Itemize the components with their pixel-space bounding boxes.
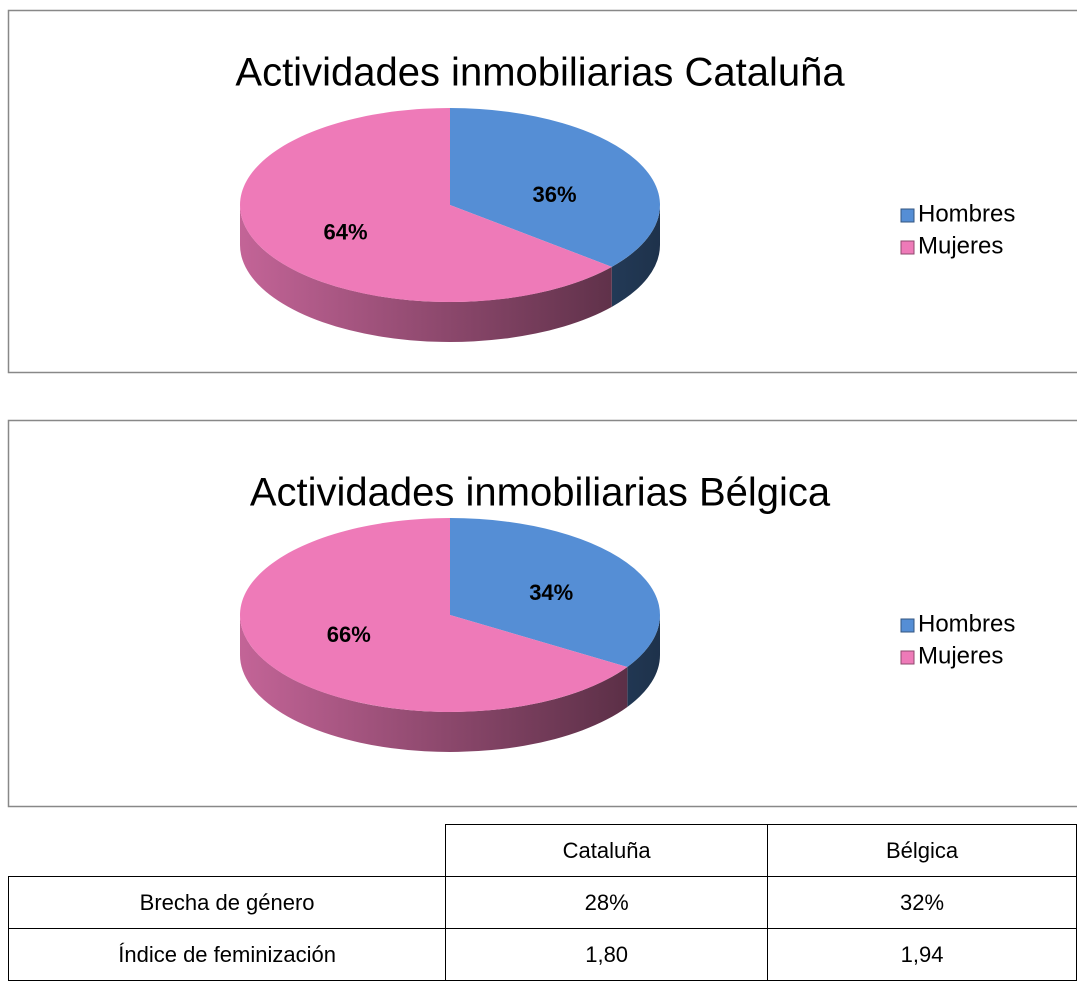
row-label: Brecha de género: [7, 876, 447, 929]
header-cell: Bélgica: [767, 824, 1077, 877]
slice-side: [240, 615, 628, 752]
legend-marker: [900, 618, 915, 633]
legend-marker: [900, 240, 915, 255]
slice: [240, 108, 612, 302]
data-label: 66%: [327, 622, 371, 647]
cell: 1,94: [767, 928, 1077, 981]
table-header: Cataluña Bélgica: [8, 824, 1077, 877]
slice: [239, 518, 628, 712]
legend-label: Hombres: [918, 610, 1015, 637]
table-row: Brecha de género 28% 32%: [7, 876, 1077, 929]
slice-side: [627, 615, 660, 707]
header-cell: Cataluña: [445, 824, 769, 877]
table-row: Índice de feminización 1,80 1,94: [7, 928, 1077, 981]
slice-side: [611, 205, 660, 307]
cell: 32%: [767, 876, 1077, 929]
data-label: 36%: [532, 182, 576, 207]
header-corner: [8, 824, 447, 877]
legend-marker: [900, 650, 915, 665]
data-label: 64%: [323, 219, 367, 244]
legend-label: Hombres: [918, 200, 1015, 227]
slice: [450, 108, 660, 267]
chart-title: Actividades inmobiliarias Cataluña: [235, 51, 845, 95]
legend-marker: [900, 208, 915, 223]
legend-label: Mujeres: [918, 642, 1003, 669]
cell: 28%: [445, 876, 769, 929]
cell: 1,80: [445, 928, 769, 981]
slice: [450, 518, 660, 667]
row-label: Índice de feminización: [7, 928, 447, 981]
chart-title: Actividades inmobiliarias Bélgica: [250, 471, 831, 515]
summary-table: Cataluña Bélgica Brecha de género 28% 32…: [7, 824, 1077, 981]
data-label: 34%: [529, 580, 573, 605]
slice-side: [240, 205, 612, 343]
charts: Actividades inmobiliarias Cataluña 36% 64%…: [7, 9, 1077, 808]
legend-label: Mujeres: [918, 232, 1003, 259]
